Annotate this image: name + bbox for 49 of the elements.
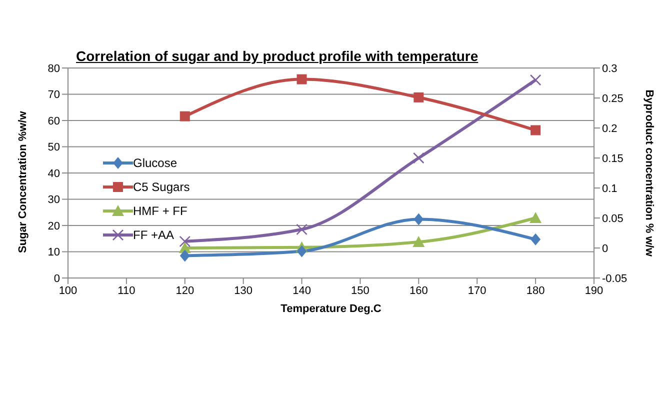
y2-tick-label: 0.2 xyxy=(602,122,618,135)
x-tick-label: 180 xyxy=(526,284,545,297)
point xyxy=(179,236,191,248)
point xyxy=(296,245,307,258)
point xyxy=(530,233,541,246)
legend-label: HMF + FF xyxy=(133,204,188,218)
point xyxy=(530,74,542,86)
x-axis-title: Temperature Deg.C xyxy=(280,303,382,315)
legend-label: Glucose xyxy=(133,156,178,170)
x-tick-label: 150 xyxy=(351,284,370,297)
chart-title: Correlation of sugar and by product profile with temperature xyxy=(76,48,478,64)
x-tick-label: 170 xyxy=(468,284,486,297)
y2-tick-label: 0.25 xyxy=(602,92,624,105)
point xyxy=(414,213,424,226)
x-tick-label: 110 xyxy=(118,284,136,297)
x-tick-label: 140 xyxy=(292,284,311,297)
x-tick-label: 160 xyxy=(409,284,428,297)
point xyxy=(180,111,190,122)
x-tick-label: 120 xyxy=(176,284,194,297)
y2-tick-label: 0.3 xyxy=(602,62,618,75)
y2-tick-label: 0.1 xyxy=(602,182,618,195)
y-tick-label: 20 xyxy=(48,220,60,232)
y-tick-label: 60 xyxy=(48,115,60,128)
point xyxy=(413,152,424,164)
point xyxy=(296,224,308,236)
x-tick-label: 190 xyxy=(584,284,604,297)
y2-tick-label: 0 xyxy=(602,242,608,255)
point xyxy=(530,212,542,223)
point xyxy=(414,92,424,102)
point xyxy=(412,236,425,247)
y2-tick-label: 0.05 xyxy=(602,212,624,225)
y-axis-title: Sugar Concentration %w/w xyxy=(16,110,29,253)
point xyxy=(180,250,190,262)
y-tick-label: 0 xyxy=(54,272,60,285)
y2-tick-label: -0.05 xyxy=(602,272,628,285)
x-tick-label: 100 xyxy=(58,284,78,297)
legend-label: C5 Sugars xyxy=(133,180,190,194)
y-tick-label: 50 xyxy=(48,142,60,154)
point xyxy=(530,125,541,136)
legend-label: FF +AA xyxy=(133,228,174,242)
point xyxy=(296,74,307,84)
x-tick-label: 130 xyxy=(234,284,253,297)
y-tick-label: 40 xyxy=(48,168,60,180)
y-tick-label: 80 xyxy=(48,62,60,75)
y-tick-label: 10 xyxy=(48,246,60,259)
y2-tick-label: 0.15 xyxy=(602,152,624,165)
y-tick-label: 30 xyxy=(48,194,60,206)
y2-axis-title: Byproduct concentration % w/w xyxy=(643,90,656,257)
y-tick-label: 70 xyxy=(48,89,60,102)
